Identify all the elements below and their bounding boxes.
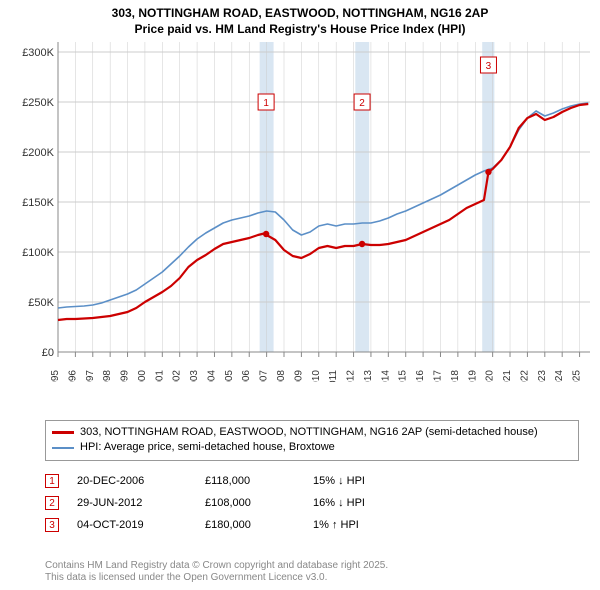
title-line2: Price paid vs. HM Land Registry's House … <box>0 22 600 38</box>
svg-text:2003: 2003 <box>189 370 200 382</box>
svg-text:1998: 1998 <box>102 370 113 382</box>
svg-text:2001: 2001 <box>154 370 165 382</box>
svg-text:£50K: £50K <box>28 297 54 309</box>
svg-text:2015: 2015 <box>398 370 409 382</box>
svg-text:1995: 1995 <box>50 370 61 382</box>
svg-text:2021: 2021 <box>502 370 513 382</box>
transaction-pct: 16% ↓ HPI <box>313 497 423 509</box>
svg-text:2006: 2006 <box>241 370 252 382</box>
svg-text:2014: 2014 <box>380 370 391 382</box>
transaction-row: 3 04-OCT-2019 £180,000 1% ↑ HPI <box>45 514 579 536</box>
svg-text:2005: 2005 <box>224 370 235 382</box>
legend-row: 303, NOTTINGHAM ROAD, EASTWOOD, NOTTINGH… <box>52 425 572 440</box>
svg-text:£250K: £250K <box>22 97 54 109</box>
svg-text:2012: 2012 <box>346 370 357 382</box>
transaction-marker: 2 <box>45 496 59 510</box>
legend-label: 303, NOTTINGHAM ROAD, EASTWOOD, NOTTINGH… <box>80 425 538 440</box>
legend: 303, NOTTINGHAM ROAD, EASTWOOD, NOTTINGH… <box>45 420 579 461</box>
svg-text:1999: 1999 <box>120 370 131 382</box>
svg-text:2022: 2022 <box>519 370 530 382</box>
chart-title: 303, NOTTINGHAM ROAD, EASTWOOD, NOTTINGH… <box>0 0 600 37</box>
title-line1: 303, NOTTINGHAM ROAD, EASTWOOD, NOTTINGH… <box>0 6 600 22</box>
legend-swatch <box>52 447 74 449</box>
svg-text:3: 3 <box>486 61 492 72</box>
svg-text:2004: 2004 <box>206 370 217 382</box>
svg-text:2000: 2000 <box>137 370 148 382</box>
footer-line1: Contains HM Land Registry data © Crown c… <box>45 560 388 572</box>
transaction-date: 04-OCT-2019 <box>77 519 187 531</box>
svg-text:2017: 2017 <box>432 370 443 382</box>
svg-text:2011: 2011 <box>328 370 339 382</box>
svg-text:£150K: £150K <box>22 197 54 209</box>
svg-text:2002: 2002 <box>172 370 183 382</box>
transaction-pct: 1% ↑ HPI <box>313 519 423 531</box>
svg-text:2018: 2018 <box>450 370 461 382</box>
footer-line2: This data is licensed under the Open Gov… <box>45 572 388 584</box>
svg-text:2009: 2009 <box>293 370 304 382</box>
legend-row: HPI: Average price, semi-detached house,… <box>52 440 572 455</box>
svg-text:1997: 1997 <box>85 370 96 382</box>
svg-text:1: 1 <box>263 98 269 109</box>
svg-text:2024: 2024 <box>554 370 565 382</box>
chart-svg: £0 £50K £100K £150K £200K £250K £300K 1995 1996 1… <box>10 42 590 382</box>
transaction-price: £108,000 <box>205 497 295 509</box>
svg-text:£200K: £200K <box>22 147 54 159</box>
transaction-price: £118,000 <box>205 475 295 487</box>
svg-text:£100K: £100K <box>22 247 54 259</box>
svg-text:£300K: £300K <box>22 47 54 59</box>
svg-text:1996: 1996 <box>67 370 78 382</box>
transaction-row: 1 20-DEC-2006 £118,000 15% ↓ HPI <box>45 470 579 492</box>
legend-label: HPI: Average price, semi-detached house,… <box>80 440 335 455</box>
svg-text:2023: 2023 <box>537 370 548 382</box>
svg-text:2016: 2016 <box>415 370 426 382</box>
svg-text:2019: 2019 <box>467 370 478 382</box>
transaction-marker: 3 <box>45 518 59 532</box>
transaction-pct: 15% ↓ HPI <box>313 475 423 487</box>
transaction-price: £180,000 <box>205 519 295 531</box>
transaction-marker: 1 <box>45 474 59 488</box>
legend-swatch <box>52 431 74 434</box>
svg-text:2025: 2025 <box>572 370 583 382</box>
svg-text:2008: 2008 <box>276 370 287 382</box>
footer: Contains HM Land Registry data © Crown c… <box>45 560 388 584</box>
transaction-date: 20-DEC-2006 <box>77 475 187 487</box>
svg-text:2010: 2010 <box>311 370 322 382</box>
svg-text:2020: 2020 <box>485 370 496 382</box>
transaction-table: 1 20-DEC-2006 £118,000 15% ↓ HPI 2 29-JUN-201… <box>45 470 579 536</box>
transaction-date: 29-JUN-2012 <box>77 497 187 509</box>
svg-text:2013: 2013 <box>363 370 374 382</box>
transaction-row: 2 29-JUN-2012 £108,000 16% ↓ HPI <box>45 492 579 514</box>
chart-area: £0 £50K £100K £150K £200K £250K £300K 1995 1996 1… <box>10 42 590 382</box>
svg-text:2: 2 <box>359 98 365 109</box>
svg-text:£0: £0 <box>42 347 54 359</box>
svg-text:2007: 2007 <box>259 370 270 382</box>
